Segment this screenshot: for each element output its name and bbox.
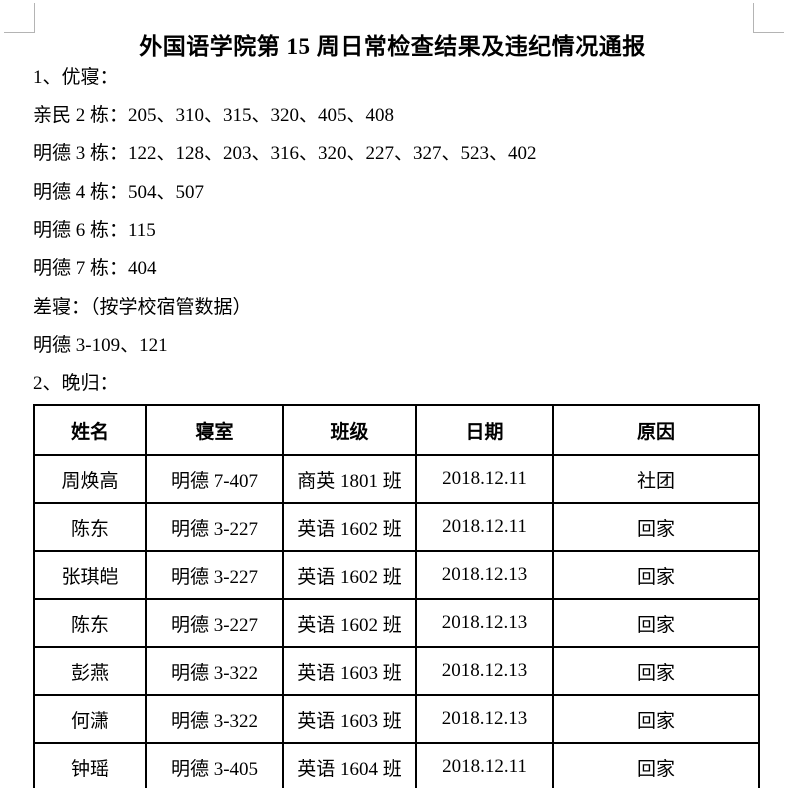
column-header: 姓名 xyxy=(33,404,147,456)
intro-line: 亲民 2 栋：205、310、315、320、405、408 xyxy=(33,105,395,127)
intro-line: 明德 7 栋：404 xyxy=(33,258,157,280)
margin-crop-mark-top-right xyxy=(753,3,784,33)
table-cell: 2018.12.11 xyxy=(415,454,554,504)
table-cell: 明德 3-322 xyxy=(145,694,284,744)
table-cell: 2018.12.13 xyxy=(415,694,554,744)
table-cell: 2018.12.11 xyxy=(415,742,554,788)
table-row: 钟瑶 明德 3-405 英语 1604 班 2018.12.11 回家 xyxy=(33,742,760,788)
intro-line: 差寝：（按学校宿管数据） xyxy=(33,296,252,318)
table-cell: 英语 1603 班 xyxy=(282,646,417,696)
intro-line: 明德 4 栋：504、507 xyxy=(33,181,205,203)
table-cell: 彭燕 xyxy=(33,646,147,696)
column-header: 原因 xyxy=(552,404,760,456)
table-cell: 英语 1602 班 xyxy=(282,502,417,552)
table-cell: 张琪皑 xyxy=(33,550,147,600)
table-cell: 2018.12.13 xyxy=(415,550,554,600)
table-header-row: 姓名 寝室 班级 日期 原因 xyxy=(33,404,760,456)
table-cell: 回家 xyxy=(552,550,760,600)
table-cell: 社团 xyxy=(552,454,760,504)
table-cell: 英语 1603 班 xyxy=(282,694,417,744)
table-cell: 英语 1604 班 xyxy=(282,742,417,788)
table-cell: 何潇 xyxy=(33,694,147,744)
table-cell: 回家 xyxy=(552,742,760,788)
margin-crop-mark-top-left xyxy=(4,3,35,33)
table-cell: 钟瑶 xyxy=(33,742,147,788)
table-cell: 回家 xyxy=(552,646,760,696)
table-row: 周焕高 明德 7-407 商英 1801 班 2018.12.11 社团 xyxy=(33,454,760,504)
table-cell: 2018.12.13 xyxy=(415,598,554,648)
intro-section: 1、优寝： 亲民 2 栋：205、310、315、320、405、408 明德 3 … xyxy=(33,59,765,404)
table-cell: 英语 1602 班 xyxy=(282,598,417,648)
intro-line: 2、晚归： xyxy=(33,373,119,395)
table-row: 陈东 明德 3-227 英语 1602 班 2018.12.11 回家 xyxy=(33,502,760,552)
column-header: 日期 xyxy=(415,404,554,456)
intro-line: 1、优寝： xyxy=(33,66,119,88)
table-cell: 明德 7-407 xyxy=(145,454,284,504)
table-cell: 回家 xyxy=(552,502,760,552)
table-row: 何潇 明德 3-322 英语 1603 班 2018.12.13 回家 xyxy=(33,694,760,744)
table-cell: 2018.12.11 xyxy=(415,502,554,552)
table-body: 周焕高 明德 7-407 商英 1801 班 2018.12.11 社团 陈东 明德 3-2… xyxy=(33,454,760,788)
table-cell: 明德 3-227 xyxy=(145,502,284,552)
column-header: 班级 xyxy=(282,404,417,456)
table-cell: 商英 1801 班 xyxy=(282,454,417,504)
table-cell: 明德 3-405 xyxy=(145,742,284,788)
table-cell: 明德 3-227 xyxy=(145,598,284,648)
table-cell: 2018.12.13 xyxy=(415,646,554,696)
intro-line: 明德 3-109、121 xyxy=(33,334,168,356)
table-cell: 陈东 xyxy=(33,502,147,552)
table-cell: 明德 3-322 xyxy=(145,646,284,696)
table-cell: 明德 3-227 xyxy=(145,550,284,600)
table-cell: 回家 xyxy=(552,694,760,744)
table-cell: 回家 xyxy=(552,598,760,648)
table-cell: 英语 1602 班 xyxy=(282,550,417,600)
table-cell: 周焕高 xyxy=(33,454,147,504)
intro-line: 明德 3 栋：122、128、203、316、320、227、327、523、4… xyxy=(33,143,537,165)
table-row: 彭燕 明德 3-322 英语 1603 班 2018.12.13 回家 xyxy=(33,646,760,696)
table-cell: 陈东 xyxy=(33,598,147,648)
table-row: 陈东 明德 3-227 英语 1602 班 2018.12.13 回家 xyxy=(33,598,760,648)
column-header: 寝室 xyxy=(145,404,284,456)
intro-line: 明德 6 栋：115 xyxy=(33,219,156,241)
late-return-table: 姓名 寝室 班级 日期 原因 周焕高 明德 7-407 商英 1801 班 2018.12.1… xyxy=(33,404,760,788)
table-row: 张琪皑 明德 3-227 英语 1602 班 2018.12.13 回家 xyxy=(33,550,760,600)
page-title: 外国语学院第 15 周日常检查结果及违纪情况通报 xyxy=(139,34,646,59)
